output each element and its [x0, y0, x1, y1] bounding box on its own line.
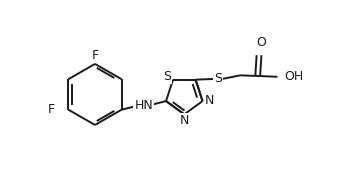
Text: S: S: [214, 72, 222, 85]
Text: S: S: [163, 70, 171, 83]
Text: F: F: [92, 49, 98, 62]
Text: N: N: [205, 94, 214, 107]
Text: N: N: [180, 114, 189, 127]
Text: OH: OH: [284, 70, 303, 83]
Text: O: O: [257, 36, 266, 49]
Text: HN: HN: [135, 99, 153, 112]
Text: F: F: [48, 103, 55, 116]
